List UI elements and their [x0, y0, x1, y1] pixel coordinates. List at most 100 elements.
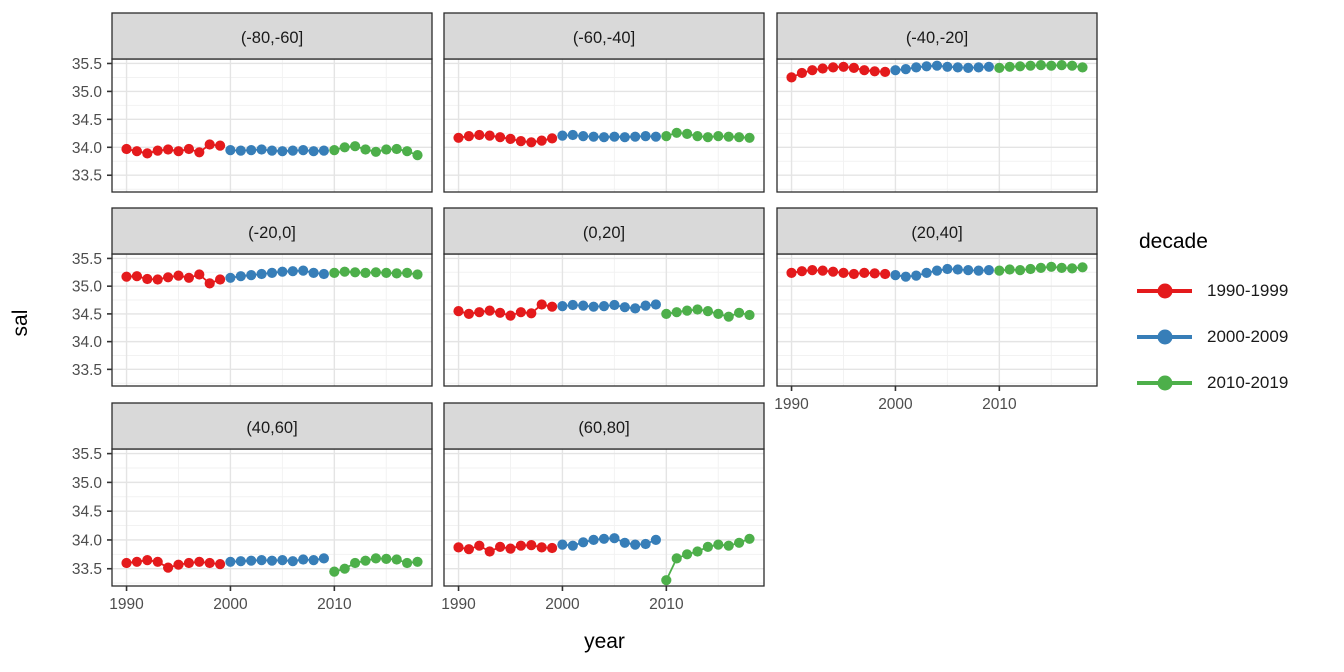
data-point: [121, 143, 132, 155]
facet: (0,20]: [443, 207, 765, 387]
facet: (-60,-40]: [443, 12, 765, 193]
data-point: [505, 310, 516, 321]
series-line: [458, 544, 553, 553]
facet: (40,60]: [111, 402, 433, 587]
data-point: [412, 556, 423, 567]
data-point: [256, 555, 267, 566]
facet: (-40,-20]: [776, 12, 1098, 193]
y-tick-label: 34.5: [72, 504, 102, 521]
data-point: [381, 553, 392, 565]
y-tick-label: 34.0: [72, 532, 103, 549]
data-points: [225, 144, 329, 157]
data-point: [453, 132, 464, 143]
data-points: [890, 263, 995, 282]
data-point: [505, 133, 516, 144]
data-point: [567, 129, 578, 141]
data-point: [692, 131, 703, 142]
data-point: [163, 272, 174, 283]
data-points: [121, 269, 226, 289]
data-point: [859, 65, 870, 76]
data-point: [1067, 60, 1078, 71]
series-1990-1999: [121, 139, 226, 159]
legend-item-label: 1990-1999: [1207, 281, 1289, 300]
data-points: [661, 127, 755, 143]
data-point: [994, 62, 1005, 73]
facet-panel: [777, 254, 1097, 386]
data-point: [900, 271, 911, 282]
data-point: [1046, 261, 1057, 272]
x-axis: 1990 2000 2010: [441, 586, 684, 613]
data-point: [515, 307, 527, 318]
data-point: [630, 539, 641, 550]
data-point: [557, 130, 568, 141]
data-point: [942, 263, 953, 275]
data-point: [963, 62, 974, 73]
data-point: [173, 146, 184, 157]
facet-strip-label: (-40,-20]: [906, 29, 968, 47]
data-point: [619, 537, 630, 548]
data-point: [215, 274, 226, 285]
x-tick-label: 2010: [317, 596, 352, 613]
data-point: [183, 272, 194, 283]
data-point: [474, 129, 485, 141]
series-line: [458, 303, 553, 317]
series-1990-1999: [121, 555, 226, 573]
data-point: [183, 557, 194, 569]
data-point: [266, 267, 278, 278]
data-points: [786, 265, 891, 280]
data-point: [942, 61, 953, 72]
data-point: [235, 556, 246, 567]
data-point: [598, 132, 610, 143]
data-point: [536, 135, 547, 146]
data-point: [360, 144, 371, 155]
x-tick-label: 2010: [649, 596, 684, 613]
data-point: [360, 555, 371, 566]
x-tick-label: 1990: [774, 396, 809, 413]
data-point: [391, 268, 402, 279]
data-point: [1035, 262, 1046, 273]
series-line: [126, 559, 221, 569]
data-point: [131, 556, 142, 567]
facet-strip-label: (0,20]: [583, 224, 625, 242]
data-point: [484, 130, 495, 141]
x-axis-title: year: [584, 630, 625, 653]
data-point: [266, 145, 278, 156]
data-point: [339, 266, 350, 277]
series-2000-2009: [225, 265, 329, 283]
data-point: [880, 66, 891, 77]
data-point: [859, 267, 870, 278]
data-point: [744, 132, 755, 143]
y-tick-label: 35.5: [72, 56, 102, 73]
data-point: [463, 131, 474, 142]
data-point: [1077, 62, 1088, 73]
data-point: [671, 553, 682, 564]
data-points: [329, 141, 423, 161]
series-2010-2019: [661, 127, 755, 143]
data-point: [734, 537, 745, 548]
data-point: [640, 131, 651, 142]
legend: decade 1990-1999 2000-2009 2010-2019: [1137, 230, 1288, 406]
data-point: [277, 555, 288, 566]
data-point: [308, 267, 319, 278]
data-point: [350, 557, 361, 569]
facet-strip-label: (40,60]: [246, 419, 297, 437]
data-point: [557, 539, 568, 550]
data-point: [702, 132, 714, 143]
data-point: [246, 270, 257, 281]
data-point: [287, 266, 298, 277]
y-tick-label: 34.5: [72, 306, 102, 323]
series-1990-1999: [786, 61, 891, 83]
data-points: [557, 533, 662, 551]
series-line: [791, 269, 886, 275]
data-point: [931, 60, 943, 71]
x-axis: 1990 2000 2010: [109, 586, 352, 613]
series-line: [895, 64, 989, 72]
data-point: [266, 555, 278, 566]
data-point: [869, 66, 880, 77]
data-point: [911, 62, 922, 73]
facet-panel: [444, 449, 764, 586]
data-point: [277, 266, 288, 277]
data-point: [1077, 262, 1088, 273]
data-point: [298, 554, 309, 565]
data-point: [173, 559, 184, 570]
